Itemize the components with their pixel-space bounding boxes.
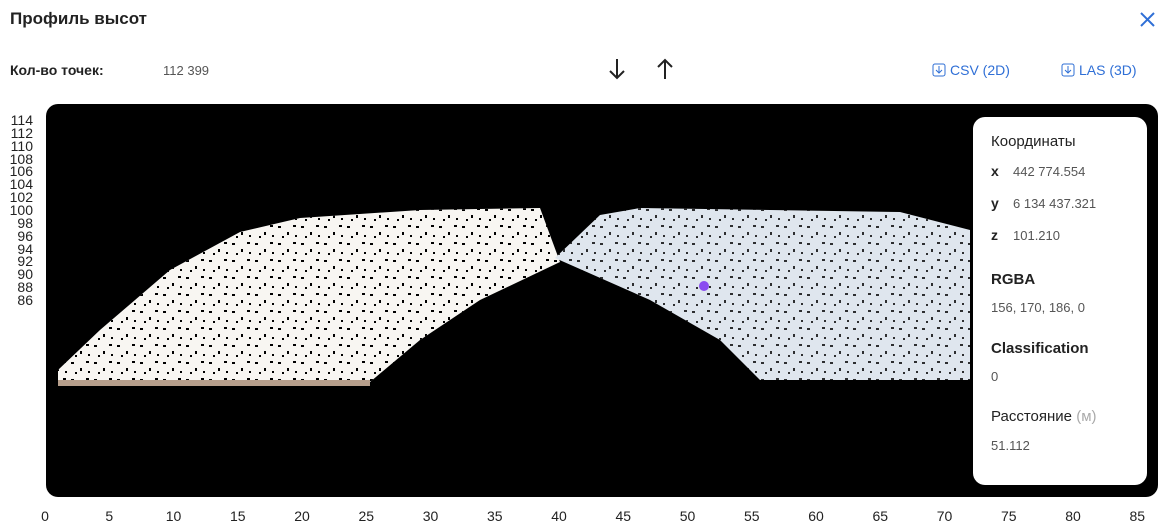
x-tick-label: 30: [422, 508, 439, 524]
y-tick-label: 114: [10, 112, 33, 128]
coords-title: Координаты: [991, 133, 1076, 150]
y-tick-label: 102: [9, 189, 33, 206]
x-tick-label: 5: [105, 508, 114, 524]
x-tick-label: 65: [872, 508, 889, 524]
y-tick-label: 112: [10, 124, 33, 141]
y-tick-label: 90: [17, 266, 33, 283]
x-tick-label: 10: [165, 508, 182, 524]
distance-value: 51.112: [991, 438, 1030, 453]
count-value: 112 399: [163, 63, 210, 78]
class-value: 0: [991, 369, 999, 384]
y-tick-label: 106: [9, 163, 33, 180]
rgba-title: RGBA: [991, 271, 1036, 288]
distance-title: Расстояние (м): [991, 408, 1097, 425]
y-tick-label: 98: [17, 214, 33, 231]
info-panel: Координаты RGBA 156, 170, 186, 0 Classif…: [973, 117, 1147, 485]
x-tick-label: 75: [1000, 508, 1017, 524]
x-tick-label: 45: [615, 508, 632, 524]
x-tick-label: 60: [808, 508, 824, 524]
class-title: Classification: [991, 340, 1089, 357]
y-tick-label: 96: [17, 227, 33, 244]
rgba-value: 156, 170, 186, 0: [991, 300, 1085, 315]
y-tick-label: 110: [10, 137, 33, 154]
close-button[interactable]: [1138, 10, 1158, 30]
y-tick-label: 86: [17, 292, 33, 309]
coord-axis: z: [991, 227, 998, 243]
coord-value: 6 134 437.321: [1013, 196, 1097, 211]
y-tick-label: 104: [9, 176, 33, 193]
coord-axis: x: [991, 163, 999, 179]
coord-value: 442 774.554: [1013, 164, 1086, 179]
x-tick-label: 40: [551, 508, 567, 524]
x-tick-label: 35: [486, 508, 503, 524]
y-tick-label: 92: [17, 253, 33, 270]
x-tick-label: 70: [936, 508, 953, 524]
coord-axis: y: [991, 195, 999, 211]
x-tick-label: 20: [294, 508, 310, 524]
export-csv[interactable]: CSV (2D): [950, 62, 1010, 78]
download-icon: [932, 63, 946, 77]
y-tick-label: 94: [17, 240, 33, 257]
x-tick-label: 25: [358, 508, 375, 524]
x-tick-label: 15: [229, 508, 246, 524]
title: Профиль высот: [10, 9, 147, 28]
x-tick-label: 55: [743, 508, 760, 524]
y-tick-label: 88: [17, 279, 33, 296]
x-tick-label: 50: [679, 508, 696, 524]
x-tick-label: 0: [41, 508, 49, 524]
sort-down[interactable]: [607, 56, 627, 82]
point-cloud-view[interactable]: [46, 104, 1158, 497]
coord-value: 101.210: [1013, 228, 1060, 243]
distance-label: Расстояние: [991, 408, 1073, 425]
count-label: Кол-во точек:: [10, 62, 104, 78]
export-las[interactable]: LAS (3D): [1079, 62, 1137, 78]
x-tick-label: 85: [1129, 508, 1146, 524]
sort-up[interactable]: [655, 56, 675, 82]
y-tick-label: 100: [9, 202, 33, 219]
y-tick-label: 108: [9, 150, 33, 167]
x-tick-label: 80: [1065, 508, 1081, 524]
download-icon: [1061, 63, 1075, 77]
distance-unit: (м): [1076, 408, 1097, 425]
